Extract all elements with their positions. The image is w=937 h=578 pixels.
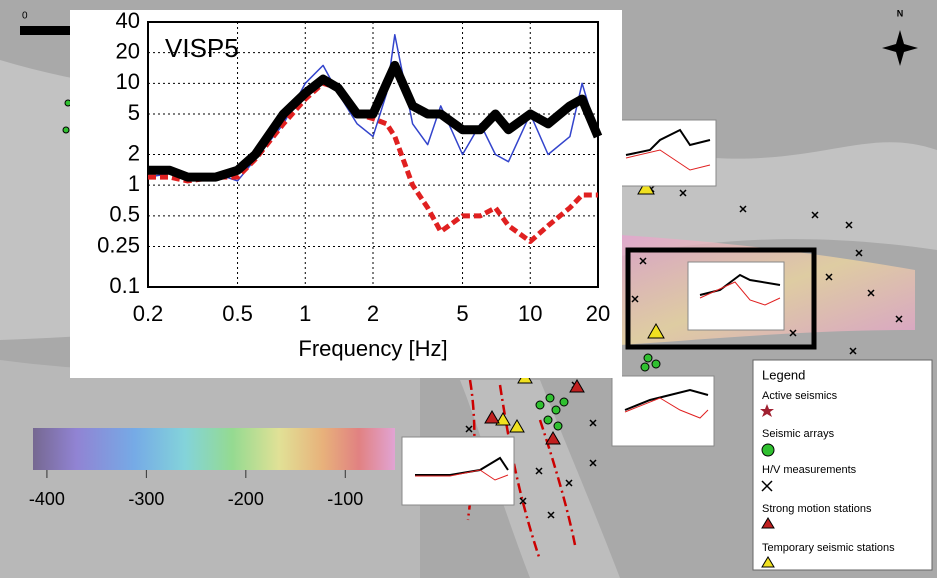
scale-bar-label: 0 [22, 11, 28, 22]
map-g-path [699, 281, 781, 306]
legend-item: Seismic arrays [762, 428, 835, 440]
legend-rect [752, 359, 933, 571]
map-path [460, 380, 620, 578]
legend-item: Active seismics [762, 390, 838, 402]
series-line [148, 60, 603, 182]
map-g-rect [611, 375, 715, 447]
map-g-path [624, 388, 709, 411]
y-tick-label: 40 [116, 8, 140, 33]
legend-path [761, 480, 773, 492]
map-rect [20, 26, 72, 35]
y-tick-label: 10 [116, 69, 140, 94]
x-tick-label: 5 [456, 301, 468, 326]
map-g-g-circle [551, 405, 561, 415]
colorbar-rect [33, 428, 395, 470]
map-rect [625, 247, 817, 350]
map-g-rect [687, 261, 785, 331]
colorbar-tick-label: -100 [327, 489, 363, 509]
legend-path [761, 556, 775, 568]
legend-item: Strong motion stations [762, 503, 872, 515]
series-line [148, 80, 598, 244]
hv-chart: VISP5 Frequency [Hz] 0.2 0.5 1 2 5 10 20402010… [70, 8, 622, 378]
colorbar-tick-label: -300 [128, 489, 164, 509]
y-tick-label: 2 [128, 140, 140, 165]
map-g-g-circle [553, 421, 563, 431]
legend-circle [761, 443, 775, 457]
y-tick-label: 0.25 [97, 232, 140, 257]
colorbar-tick-label: -400 [29, 489, 65, 509]
map-g-path [484, 379, 585, 445]
map-g [401, 119, 785, 506]
map-g-path [415, 469, 509, 481]
legend-path [761, 517, 775, 529]
legend: Legend Active seismics Seismic arrays H/… [752, 359, 933, 571]
y-tick-label: 1 [128, 171, 140, 196]
map-g-g-circle [62, 126, 70, 134]
map-g-g-circle [559, 397, 569, 407]
chart-annotation: VISP5 [165, 33, 239, 63]
y-tick-label: 5 [128, 100, 140, 125]
legend-title: Legend [762, 367, 805, 382]
map-g-g-circle [643, 353, 653, 363]
x-axis-label: Frequency [Hz] [298, 336, 447, 361]
north-label: N [897, 8, 904, 18]
map-g [62, 99, 665, 445]
legend-item: Temporary seismic stations [762, 542, 895, 554]
map-g-g-circle [545, 393, 555, 403]
map-g-g [62, 99, 661, 431]
x-tick-label: 20 [586, 301, 610, 326]
plot-frame [147, 21, 599, 288]
y-tick-label: 0.1 [109, 273, 140, 298]
x-tick-label: 2 [367, 301, 379, 326]
legend-item: H/V measurements [762, 464, 857, 476]
x-tick-label: 10 [518, 301, 542, 326]
y-tick-label: 0.5 [109, 202, 140, 227]
map-g-g-circle [640, 362, 650, 372]
colorbar-tick-label: -200 [228, 489, 264, 509]
x-tick-label: 0.2 [133, 301, 164, 326]
map-g-g-circle [651, 359, 661, 369]
map-path [882, 30, 918, 66]
map-g-rect [401, 436, 515, 506]
colorbar: -400 -300 -200 -100 [29, 428, 395, 509]
map-g-g-circle [535, 400, 545, 410]
x-tick-label: 1 [299, 301, 311, 326]
map-g-path [625, 149, 711, 171]
map-g-path [624, 397, 709, 419]
map-g-g-circle [543, 415, 553, 425]
map-g-path [625, 128, 711, 156]
x-tick-label: 0.5 [222, 301, 253, 326]
y-tick-label: 20 [116, 38, 140, 63]
legend-path [760, 404, 774, 417]
